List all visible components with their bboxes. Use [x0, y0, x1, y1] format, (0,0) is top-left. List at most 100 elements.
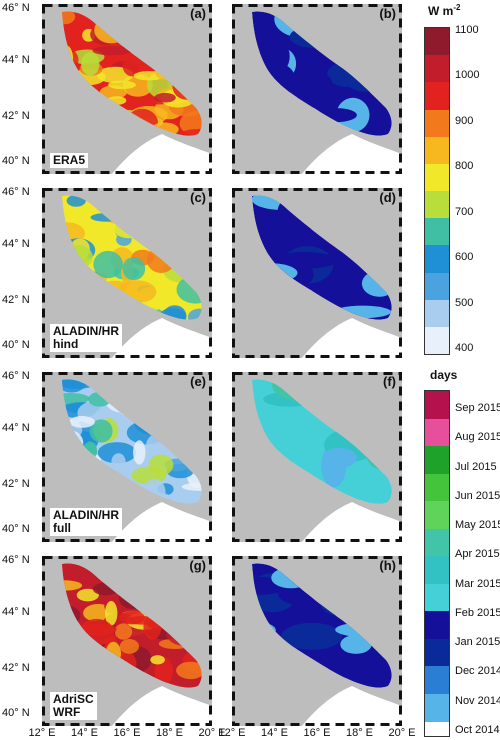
colorbar-segment — [425, 109, 449, 138]
model-label: AdriSC WRF — [50, 692, 97, 720]
model-label: ALADIN/HR hind — [50, 324, 122, 352]
panel-label: (d) — [379, 190, 396, 205]
latitude-label: 46° N — [2, 554, 30, 566]
map-panel-a: (a) ERA5 — [42, 4, 212, 174]
colorbar-tick-label: 500 — [455, 296, 474, 309]
italy-land — [42, 4, 112, 160]
colorbar-segment — [425, 501, 449, 529]
panel-label: (c) — [190, 190, 206, 205]
map-panel-e: (e) ALADIN/HR full — [42, 372, 212, 542]
model-label-line: hind — [53, 337, 79, 351]
model-label-line: full — [53, 521, 71, 535]
colorbar-segment — [425, 611, 449, 639]
colorbar-tick-label: 1000 — [455, 69, 480, 82]
colorbar-tick-label: 1100 — [455, 24, 479, 36]
italy-land — [232, 188, 302, 344]
model-label-line: ALADIN/HR — [53, 508, 119, 522]
colorbar-segment — [425, 326, 449, 354]
latitude-label: 44° N — [2, 606, 30, 618]
colorbar-segment — [425, 638, 449, 667]
latitude-label: 40° N — [2, 155, 30, 167]
ionian-sea — [112, 686, 212, 726]
colorbar-segment — [425, 473, 449, 502]
days-colorbar-title: days — [430, 368, 458, 382]
ionian-sea — [302, 134, 402, 174]
italy-land — [42, 372, 112, 528]
colorbar-tick-label: Aug 2015 — [455, 431, 500, 444]
latitude-label: 42° N — [2, 478, 30, 490]
colorbar-tick-label: Nov 2014 — [455, 694, 500, 707]
colorbar-tick-label: 900 — [455, 114, 474, 127]
italy-land — [232, 372, 302, 528]
model-label-line: ALADIN/HR — [53, 324, 119, 338]
panel-frame — [42, 372, 212, 542]
colorbar-tick-label: 600 — [455, 251, 474, 264]
longitude-label: 12° E — [218, 727, 246, 739]
colorbar-segment — [425, 28, 449, 56]
colorbar-segment — [425, 583, 449, 612]
panel-frame — [42, 188, 212, 358]
latitude-label: 42° N — [2, 294, 30, 306]
latitude-label: 40° N — [2, 707, 30, 719]
longitude-label: 14° E — [70, 727, 99, 739]
model-label: ERA5 — [50, 153, 89, 168]
colorbar-segment — [425, 245, 449, 273]
colorbar-segment — [425, 418, 449, 447]
panel-label: (h) — [379, 558, 396, 573]
longitude-label: 18° E — [345, 727, 374, 739]
colorbar-segment — [425, 136, 449, 165]
colorbar-segment — [425, 55, 449, 83]
panel-frame — [42, 556, 212, 726]
latitude-label: 46° N — [2, 370, 30, 382]
italy-land — [42, 556, 112, 712]
panel-label: (g) — [189, 558, 206, 573]
colorbar-tick-label: Sep 2015 — [455, 402, 500, 414]
panel-frame — [232, 4, 402, 174]
panel-frame — [232, 188, 402, 358]
colorbar-segment — [425, 299, 449, 328]
ionian-sea — [112, 134, 212, 174]
power-colorbar-title: W m-2 — [428, 3, 461, 18]
panel-label: (e) — [190, 374, 206, 389]
italy-land — [42, 188, 112, 344]
latitude-label: 42° N — [2, 110, 30, 122]
power-colorbar — [424, 27, 450, 355]
colorbar-segment — [425, 218, 449, 246]
longitude-label: 20° E — [388, 727, 416, 739]
longitude-label: 12° E — [28, 727, 56, 739]
latitude-label: 46° N — [2, 186, 30, 198]
map-panel-d: (d) — [232, 188, 402, 358]
latitude-label: 44° N — [2, 422, 30, 434]
colorbar-tick-label: Feb 2015 — [455, 606, 500, 619]
map-panel-g: (g) AdriSC WRF — [42, 556, 212, 726]
latitude-label: 40° N — [2, 523, 30, 535]
map-panel-c: (c) ALADIN/HR hind — [42, 188, 212, 358]
panel-label: (b) — [379, 6, 396, 21]
map-panel-b: (b) — [232, 4, 402, 174]
colorbar-tick-label: Jan 2015 — [455, 636, 500, 649]
colorbar-tick-label: Oct 2014 — [455, 724, 500, 736]
ionian-sea — [302, 318, 402, 358]
ionian-sea — [302, 502, 402, 542]
colorbar-segment — [425, 391, 449, 419]
colorbar-segment — [425, 272, 449, 301]
italy-land — [232, 556, 302, 712]
longitude-label: 20° E — [198, 727, 226, 739]
latitude-label: 40° N — [2, 339, 30, 351]
longitude-label: 16° E — [303, 727, 331, 739]
latitude-label: 44° N — [2, 54, 30, 66]
panel-frame — [232, 556, 402, 726]
colorbar-tick-label: Dec 2014 — [455, 665, 500, 678]
colorbar-tick-label: 400 — [455, 342, 474, 354]
panel-label: (f) — [383, 374, 396, 389]
italy-land — [232, 4, 302, 160]
colorbar-segment — [425, 446, 449, 474]
latitude-label: 42° N — [2, 662, 30, 674]
model-label-line: WRF — [53, 705, 81, 719]
days-colorbar — [424, 390, 450, 737]
colorbar-segment — [425, 528, 449, 557]
colorbar-segment — [425, 191, 449, 219]
longitude-label: 14° E — [260, 727, 289, 739]
colorbar-tick-label: 800 — [455, 160, 474, 173]
latitude-label: 46° N — [2, 2, 30, 14]
